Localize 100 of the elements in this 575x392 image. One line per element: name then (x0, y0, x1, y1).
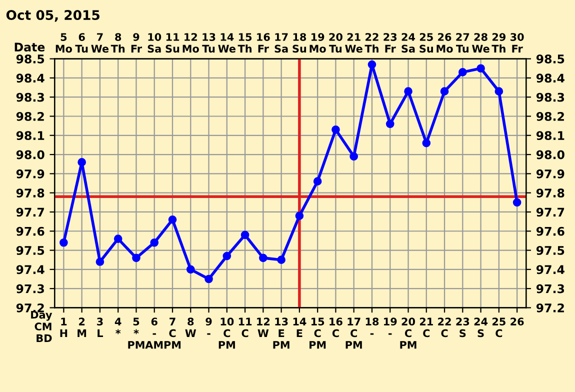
text: 10 Sa (148, 33, 162, 53)
x-tick-label: 19 - (384, 318, 397, 335)
point (96, 258, 104, 266)
point (476, 64, 485, 73)
y-tick-label: 97.6 (16, 226, 44, 236)
chart-title: Oct 05, 2015 (6, 10, 100, 22)
y2-tick-label: 97.3 (536, 284, 564, 294)
text: 9 Fr (131, 33, 142, 52)
x-tick-label: 11 C (238, 318, 252, 338)
y-tick-label: 97.3 (16, 284, 44, 294)
text: 21 We (345, 33, 362, 53)
point (240, 230, 250, 240)
text: 11 Su (166, 33, 180, 53)
x-tick-label: 17 C PM (346, 318, 362, 349)
text: 5 Mo (56, 33, 72, 53)
x-tick-label: 26 (510, 318, 524, 326)
point (78, 158, 86, 166)
x-tick-label: 5 * PM (128, 318, 144, 349)
x-tick-label: 12 W (257, 318, 270, 338)
x-tick-label: 16 C (330, 318, 342, 338)
y-tick-label: 97.7 (16, 208, 44, 217)
x-tick-label: 8 W (185, 318, 196, 338)
text: 19 Mo (310, 33, 326, 53)
y2-tick-label: 98.2 (536, 112, 564, 121)
point (313, 177, 322, 186)
point (512, 198, 522, 207)
point (150, 238, 159, 247)
y2-tick-label: 98.3 (536, 92, 564, 102)
y2-tick-label: 98.0 (536, 150, 564, 160)
text: 15 Th (238, 33, 252, 52)
y2-tick-label: 97.2 (536, 303, 564, 312)
text: 30 Fr (510, 33, 524, 52)
text: 23 Fr (384, 33, 397, 52)
text: 22 Th (364, 33, 378, 52)
y-tick-label: 97.9 (16, 169, 44, 178)
point (404, 87, 412, 96)
y2-tick-label: 98.1 (536, 131, 564, 140)
text: 16 Fr (257, 33, 270, 52)
text: 6 Tu (75, 33, 88, 53)
x-tick-label: 24 S (474, 318, 488, 338)
point (259, 254, 268, 262)
y-tick-label: 98.4 (16, 74, 44, 83)
y-tick-label: 98.3 (16, 92, 44, 102)
point (494, 87, 504, 96)
y-tick-label: 97.2 (16, 303, 44, 312)
y2-tick-label: 97.4 (536, 265, 564, 274)
point (350, 152, 358, 161)
point (458, 68, 467, 76)
y-tick-label: 98.0 (16, 150, 44, 160)
x-tick-label: 3 L (97, 318, 103, 338)
x-tick-label: 23 S (456, 318, 470, 338)
y-tick-label: 98.1 (16, 131, 44, 140)
text: 20 Tu (329, 33, 342, 53)
x-tick-label: 15 C PM (310, 318, 326, 349)
text: 28 We (472, 33, 490, 53)
point (60, 238, 68, 247)
text: 13 Tu (202, 33, 216, 53)
point (204, 274, 213, 284)
text: 27 Tu (456, 33, 470, 53)
x-tick-label: 1 H (60, 318, 68, 338)
y-tick-label: 97.5 (16, 246, 44, 255)
y2-tick-label: 97.8 (536, 188, 564, 198)
x-tick-label: 22 C (438, 318, 451, 338)
text: 7 We (91, 33, 109, 53)
y2-tick-label: 97.6 (536, 226, 564, 236)
text: 18 Su (292, 33, 306, 53)
y2-tick-label: 97.7 (536, 208, 564, 217)
x-tick-label: 20 C PM (400, 318, 416, 349)
y-tick-label: 98.2 (16, 112, 44, 121)
x-tick-label: 18 - (366, 318, 379, 335)
x-axis-title: Day CM BD (31, 310, 52, 342)
text: 24 Sa (402, 33, 416, 53)
text: 12 Mo (182, 33, 199, 53)
x-tick-label: 6 - AM (145, 318, 163, 349)
point (440, 87, 449, 96)
x-tick-label: 21 C (420, 318, 433, 338)
y2-tick-label: 98.4 (536, 74, 564, 83)
text: 26 Mo (436, 33, 453, 53)
point (386, 120, 394, 128)
x-tick-label: 2 M (78, 318, 86, 338)
x-tick-label: 7 C PM (164, 318, 181, 349)
text: 17 Sa (274, 33, 288, 53)
point (114, 234, 122, 243)
text: Date (14, 42, 45, 52)
y-tick-label: 98.5 (16, 54, 44, 64)
x-tick-label: 14 E (293, 318, 306, 338)
y2-tick-label: 97.9 (536, 169, 564, 178)
point (132, 254, 140, 262)
point (277, 256, 286, 264)
text: 25 Su (420, 33, 433, 53)
x-tick-label: 25 C (492, 318, 506, 338)
text: 29 Th (492, 33, 506, 52)
point (186, 265, 195, 274)
point (368, 60, 376, 69)
point (422, 138, 431, 148)
x-tick-label: 4 * (114, 318, 122, 334)
y-tick-label: 97.4 (16, 265, 44, 274)
x-tick-label: 9 - (206, 318, 212, 335)
y-tick-label: 97.8 (16, 188, 44, 198)
y2-tick-label: 98.5 (536, 54, 564, 64)
